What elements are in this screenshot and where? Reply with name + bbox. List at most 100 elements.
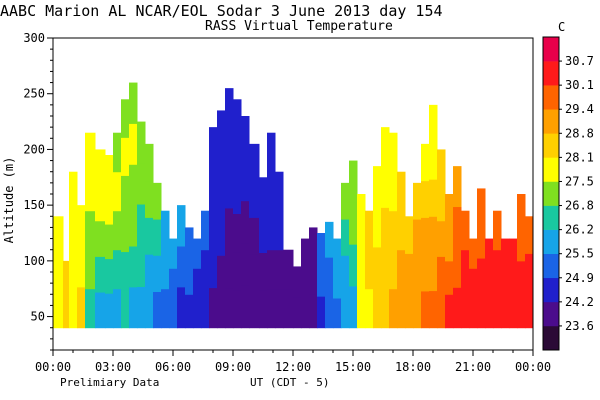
colorbar-swatch [543,325,559,351]
heatmap-cell [113,288,122,329]
heatmap-cell [241,285,250,329]
heatmap-cell [153,255,162,292]
colorbar-swatch [543,277,559,303]
heatmap-cell [429,104,438,143]
colorbar-swatch [543,133,559,158]
heatmap-cell [389,171,398,212]
heatmap-cell [267,210,276,251]
heatmap-cell [405,216,414,254]
heatmap-cell [469,238,478,269]
x-axis-label: UT (CDT - 5) [250,376,329,389]
heatmap-cell [397,249,406,290]
heatmap-cell [69,171,78,212]
heatmap-cell [69,210,78,251]
heatmap-cell [517,194,526,228]
heatmap-cell [161,288,170,329]
heatmap-cell [445,260,454,295]
heatmap-cell [517,294,526,329]
heatmap-cell [233,213,242,253]
heatmap-cell [225,168,234,209]
heatmap-cell [309,294,318,329]
heatmap-cell [153,219,162,256]
heatmap-cell [397,288,406,329]
y-tick-label: 250 [23,87,45,101]
heatmap-cell [95,149,106,186]
heatmap-cell [137,245,146,287]
heatmap-cell [493,288,502,329]
heatmap-cell [413,291,422,329]
heatmap-cell [429,142,438,180]
heatmap-cell [225,287,234,329]
heatmap-cell [373,166,382,208]
heatmap-cell [95,256,106,293]
y-tick-label: 200 [23,142,45,156]
heatmap-cell [53,253,64,292]
heatmap-cell [325,292,334,329]
heatmap-cell [333,268,342,299]
heatmap-cell [249,180,260,218]
heatmap-cell [275,288,284,329]
y-axis: 50 100 150 200 250 300 [23,31,53,351]
heatmap-cell [53,216,64,254]
heatmap-cell [95,220,106,257]
heatmap-cell [63,294,70,329]
colorbar-swatch [543,157,559,182]
heatmap-cell [185,294,194,329]
x-tick-label: 12:00 [275,360,311,374]
heatmap-cell [129,205,138,247]
heatmap-cell [421,143,430,182]
heatmap-cell [309,227,318,262]
heatmap-cell [169,238,178,269]
heatmap-cell [241,116,250,159]
heatmap-cell [267,171,276,212]
heatmap-cell [233,175,242,214]
heatmap-cell [429,290,438,329]
colorbar-swatch [543,301,559,327]
heatmap-cell [185,227,194,262]
heatmap-cell [121,99,130,138]
heatmap-cell [129,246,138,288]
heatmap-cell [201,210,210,251]
heatmap-cell [461,210,470,251]
colorbar-label: 30.1 [565,78,594,92]
heatmap-cell [493,210,502,251]
heatmap-cell [413,219,422,256]
heatmap-cell [177,286,186,329]
heatmap-cell [509,268,518,299]
y-tick-label: 50 [31,310,45,324]
heatmap-cell [333,298,342,329]
colorbar-swatch [543,37,559,62]
heatmap-cell [225,247,234,289]
heatmap-cell [477,292,486,329]
heatmap-cell [85,210,96,251]
colorbar-label: 26.2 [565,223,594,237]
heatmap-cell [225,207,234,249]
colorbar-label: 29.4 [565,102,594,116]
heatmap-cell [153,182,162,220]
heatmap-cell [85,288,96,329]
heatmap-cell [169,298,178,329]
heatmap-cell [193,298,202,329]
colorbar-swatch [543,205,559,230]
y-tick-label: 100 [23,254,45,268]
y-axis-label: Altitude (m) [2,157,16,244]
heatmap-cell [421,290,430,329]
colorbar-swatch [543,253,559,279]
heatmap-cell [153,291,162,329]
heatmap-cell [381,247,390,289]
y-tick-label: 150 [23,198,45,212]
heatmap-cell [453,206,462,248]
heatmap-cell [373,206,382,248]
heatmap-cell [389,288,398,329]
heatmap-cell [357,227,366,262]
colorbar-swatch [543,61,559,86]
heatmap-cell [429,216,438,254]
heatmap-cell [185,260,194,295]
heatmap-cell [509,298,518,329]
heatmap-cell [381,207,390,248]
heatmap-cell [381,287,390,329]
heatmap-cell [145,143,154,182]
heatmap-cell [217,182,226,220]
heatmap-cell [259,290,268,329]
heatmap-cell [209,207,218,248]
